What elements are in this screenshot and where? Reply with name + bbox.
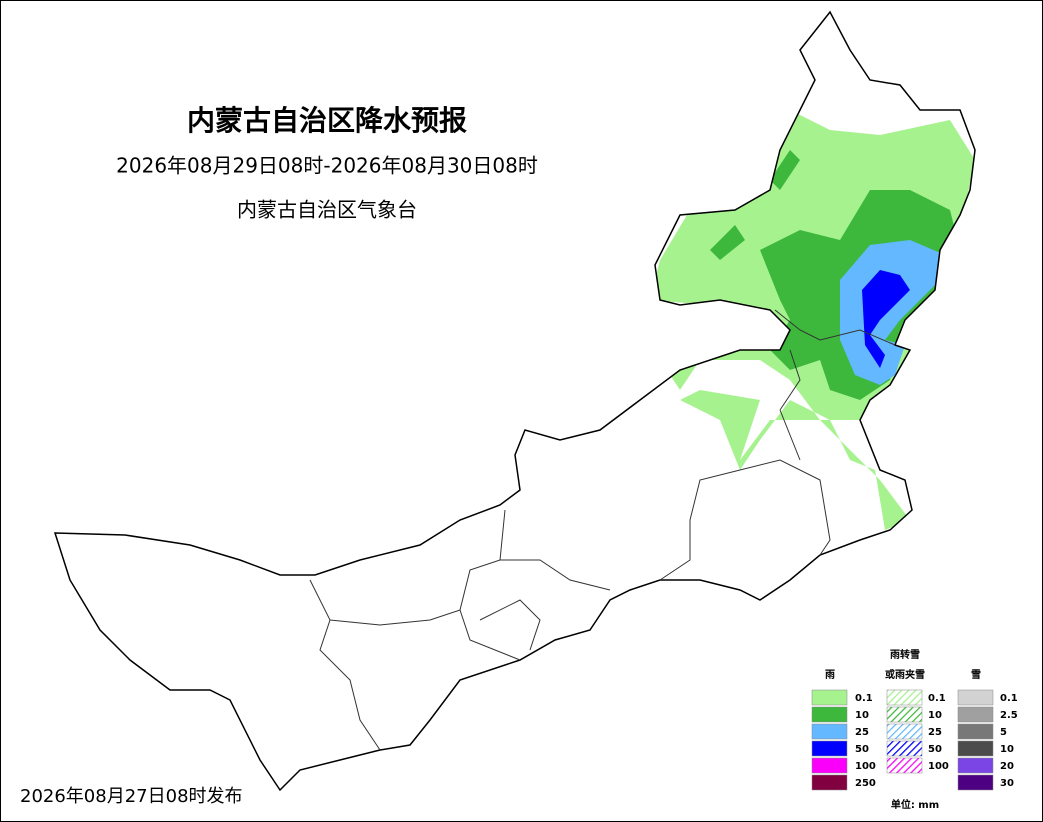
legend-swatch xyxy=(957,740,994,757)
legend-swatch xyxy=(957,774,994,791)
legend-label: 100 xyxy=(855,761,876,772)
legend-label: 0.1 xyxy=(928,693,946,704)
legend-label: 0.1 xyxy=(855,693,873,704)
legend-label: 30 xyxy=(1000,778,1014,789)
legend-label: 50 xyxy=(928,744,942,755)
legend-label: 50 xyxy=(855,744,869,755)
legend-swatch xyxy=(811,774,848,791)
legend-swatch xyxy=(886,689,923,706)
legend-swatch xyxy=(811,689,848,706)
legend-label: 250 xyxy=(855,778,876,789)
legend-unit: 单位: mm xyxy=(891,798,939,811)
legend-swatch xyxy=(886,757,923,774)
legend-swatch xyxy=(886,740,923,757)
legend-label: 20 xyxy=(1000,761,1014,772)
legend-label: 25 xyxy=(928,727,942,738)
legend-swatch xyxy=(957,757,994,774)
legend-swatch xyxy=(811,723,848,740)
legend-swatch xyxy=(957,706,994,723)
legend-label: 25 xyxy=(855,727,869,738)
map-title: 内蒙古自治区降水预报 xyxy=(187,104,467,137)
legend-swatch xyxy=(957,723,994,740)
legend-label: 10 xyxy=(928,710,942,721)
legend-swatch xyxy=(811,757,848,774)
legend-title: 雨转雪 xyxy=(890,648,920,661)
forecast-period: 2026年08月29日08时-2026年08月30日08时 xyxy=(116,154,538,178)
rain-heavy xyxy=(840,240,945,385)
legend-label: 0.1 xyxy=(1000,693,1018,704)
legend-label: 100 xyxy=(928,761,949,772)
legend-swatch xyxy=(957,689,994,706)
legend-swatch xyxy=(886,723,923,740)
agency: 内蒙古自治区气象台 xyxy=(237,198,417,222)
legend-title: 雪 xyxy=(971,669,981,681)
legend-label: 2.5 xyxy=(1000,710,1018,721)
legend-swatch xyxy=(811,706,848,723)
legend-swatch xyxy=(886,706,923,723)
issue-time: 2026年08月27日08时发布 xyxy=(20,786,243,807)
legend-label: 10 xyxy=(855,710,869,721)
legend-label: 10 xyxy=(1000,744,1014,755)
rain-rainstorm xyxy=(862,270,910,368)
legend-title: 雨 xyxy=(825,669,835,681)
legend-swatch xyxy=(811,740,848,757)
legend-title: 或雨夹雪 xyxy=(885,668,925,681)
league-borders xyxy=(309,309,896,751)
legend-label: 5 xyxy=(1000,727,1007,738)
